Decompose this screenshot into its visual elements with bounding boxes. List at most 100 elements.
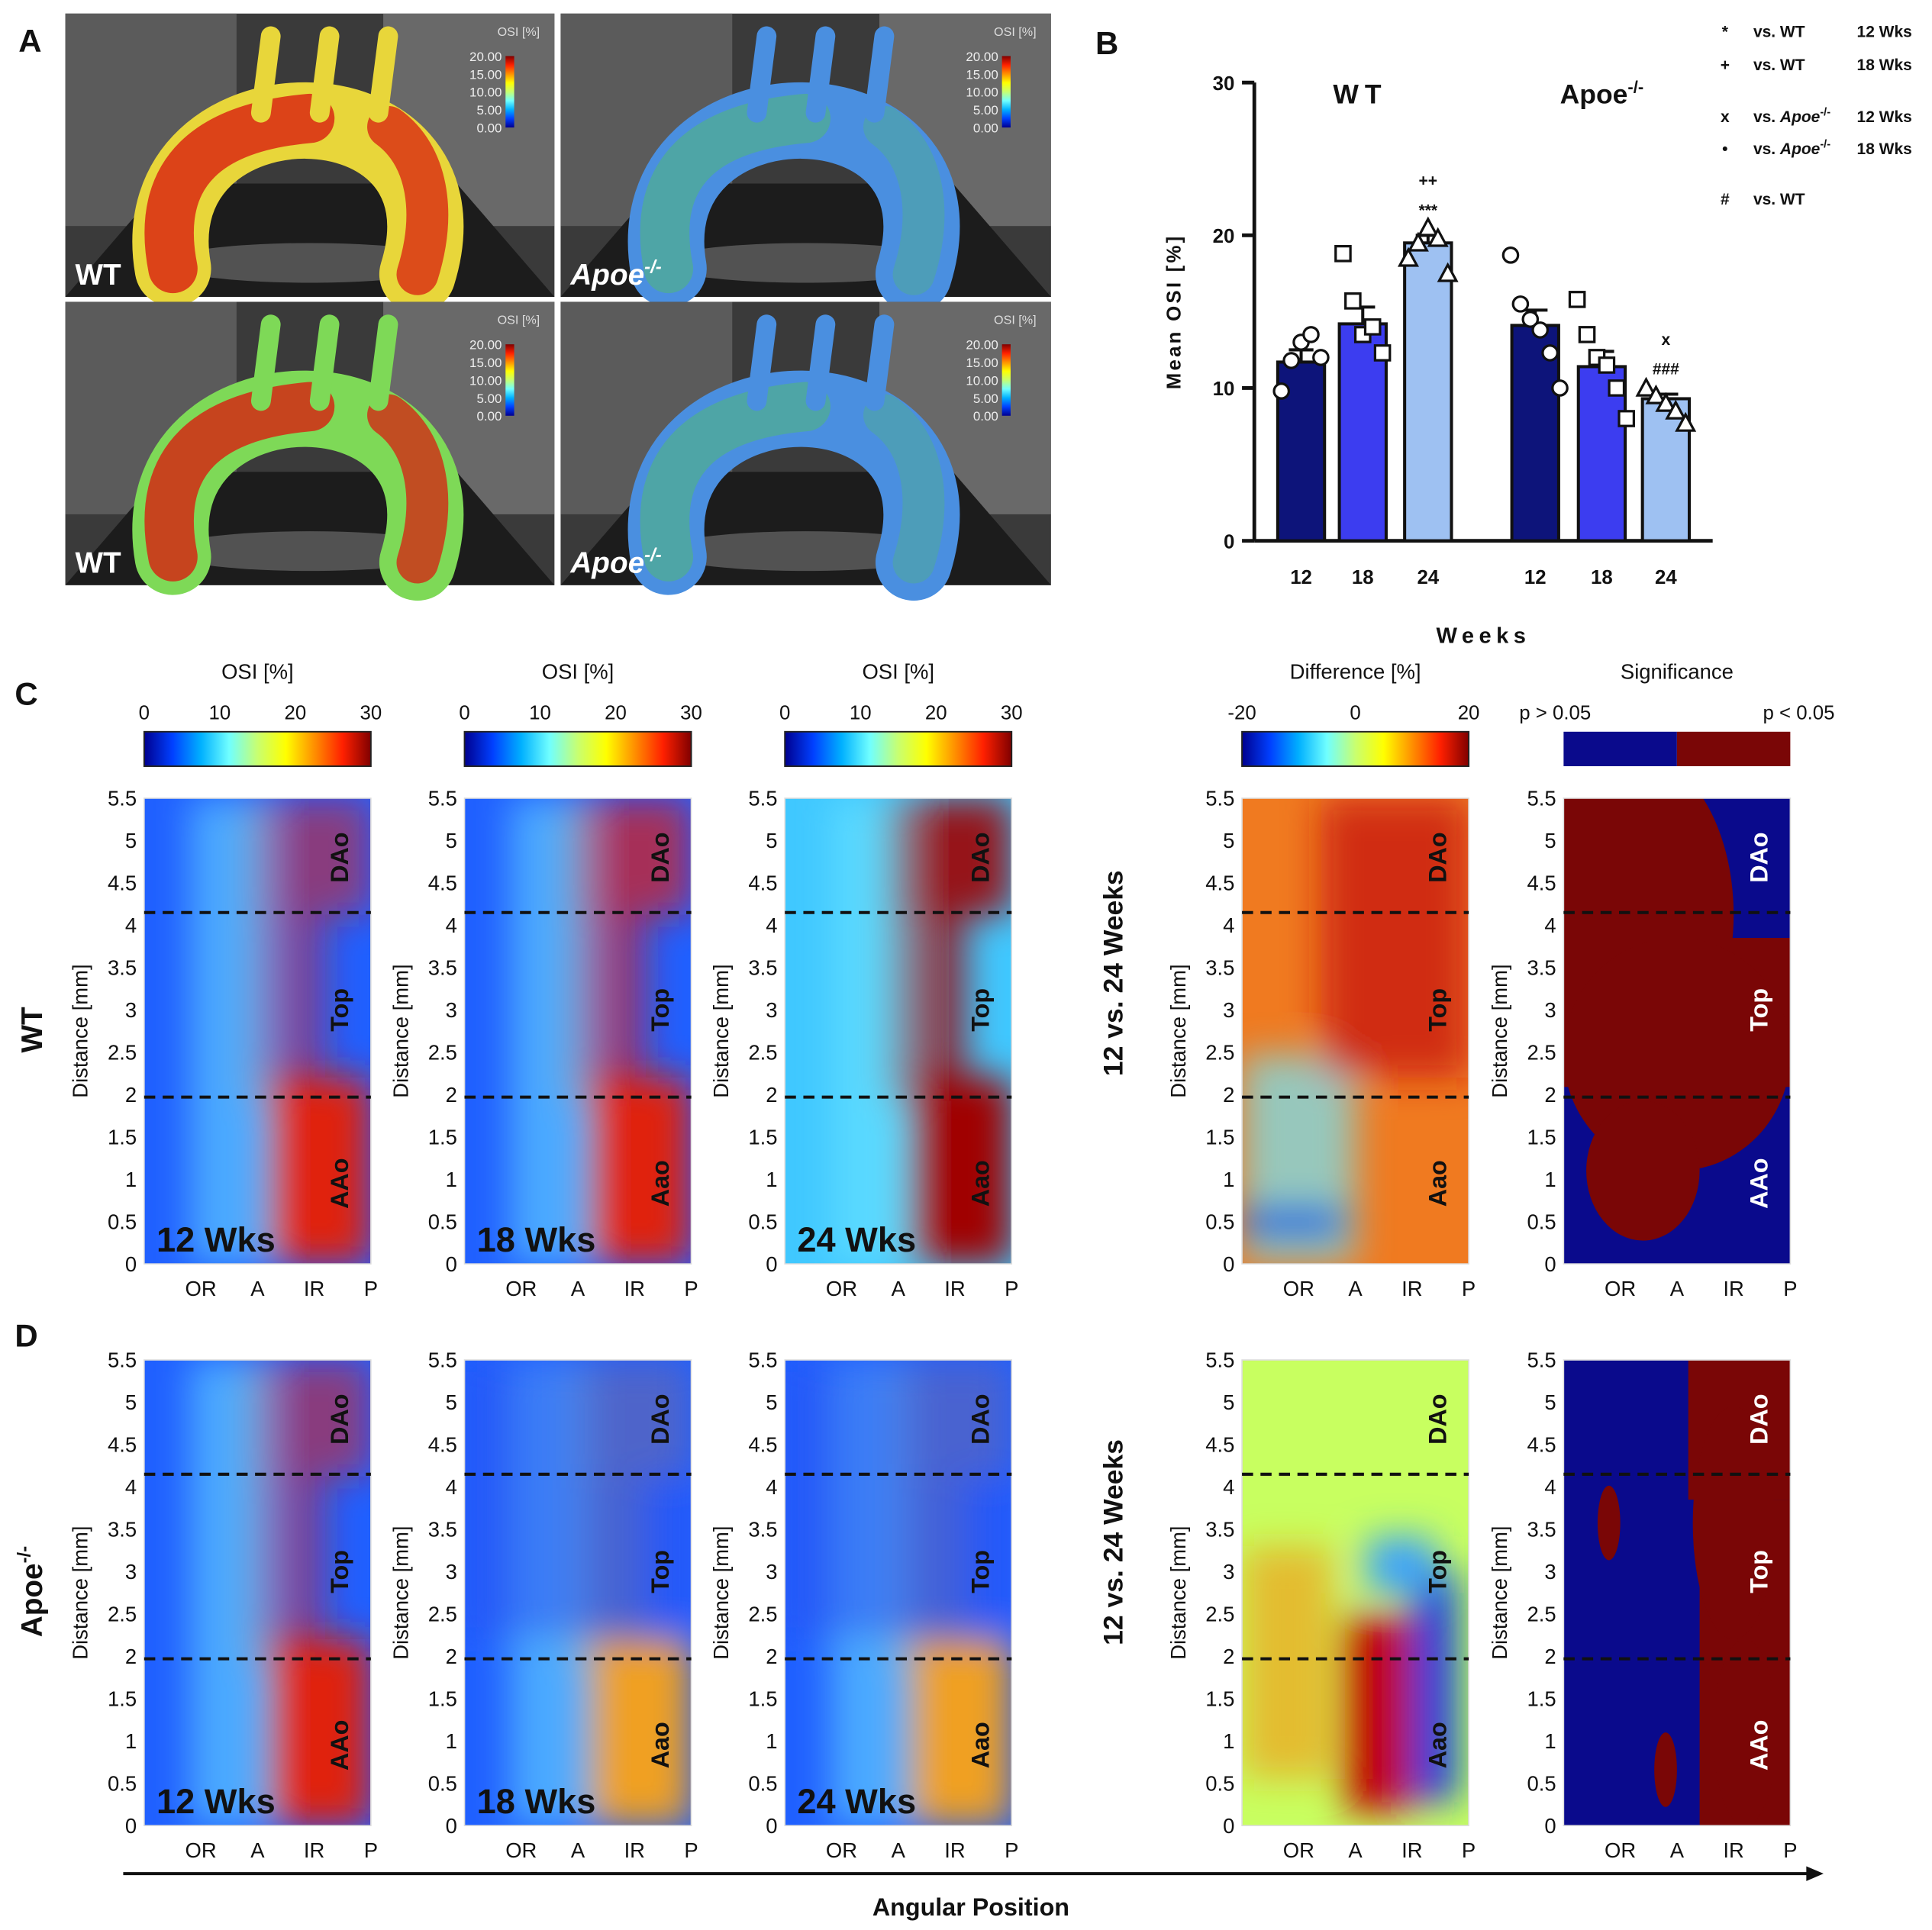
panel-letter-a: A — [18, 23, 41, 59]
heatmap-field — [785, 1360, 1012, 1826]
branch-vessel — [250, 314, 281, 411]
y-axis-label: Distance [mm] — [1166, 964, 1190, 1097]
sig-region — [1597, 1485, 1621, 1561]
y-tick-label: 4.5 — [108, 872, 137, 895]
y-tick-label: 1.5 — [428, 1125, 457, 1149]
x-tick-label: P — [1783, 1838, 1797, 1862]
y-tick-label: 5.5 — [748, 1348, 777, 1372]
field-band — [909, 1639, 1012, 1826]
field-band — [909, 1078, 1012, 1265]
data-point — [1282, 352, 1300, 369]
bar — [1403, 241, 1453, 543]
heatmap-surface — [1242, 797, 1469, 1265]
heatmap-surface — [785, 1360, 1012, 1826]
render-label: WT — [75, 259, 121, 292]
group-title-wt: WT — [1333, 79, 1387, 110]
field-band — [189, 797, 269, 1265]
x-tick-label: A — [892, 1838, 906, 1862]
comparison-label: 12 vs. 24 Weeks — [1098, 1439, 1128, 1645]
colorbar-tick: 20 — [285, 703, 307, 724]
y-tick-label: 2.5 — [108, 1603, 137, 1626]
heatmap: 0 0.5 1 1.5 2 2.5 3 3.5 4 4.5 5 5.5 Distance [mm] OR A… — [1488, 1348, 1797, 1862]
y-tick-label: 5 — [1223, 1390, 1234, 1414]
render-label: Apoe-/- — [569, 256, 661, 291]
group-title-apoe: Apoe-/- — [1560, 77, 1644, 109]
x-tick-label: OR — [505, 1838, 537, 1862]
y-tick-label: 0.5 — [748, 1210, 777, 1233]
heatmap-field — [189, 797, 371, 1265]
y-tick-label: 2 — [1544, 1645, 1556, 1668]
aorta-high-osi — [144, 382, 335, 582]
branch-vessel — [368, 314, 398, 411]
x-tick-label: A — [571, 1838, 585, 1862]
heatmap-frame — [1563, 797, 1792, 1265]
y-tick-label: 2 — [446, 1645, 457, 1668]
y-tick-label: 0 — [1223, 1252, 1234, 1276]
field-band — [589, 1639, 692, 1826]
y-tick-label: 0 — [446, 1814, 457, 1838]
y-tick-label: 3 — [1544, 1560, 1556, 1584]
x-tick-label: A — [1670, 1838, 1685, 1862]
y-tick-label: 3 — [766, 1560, 777, 1584]
colorbar-tick: 30 — [680, 703, 702, 724]
field-band — [269, 1639, 371, 1826]
branch-vessel — [864, 314, 895, 411]
x-tick-label: IR — [1401, 1277, 1422, 1300]
y-tick-label: 2 — [125, 1083, 137, 1107]
render-legend-title: OSI [%] — [498, 25, 540, 39]
x-tick-label: OR — [1605, 1277, 1636, 1300]
x-tick-label: 12 — [1524, 567, 1547, 588]
y-tick-label: 4.5 — [428, 1433, 457, 1457]
aorta-high-osi — [367, 105, 449, 295]
region-label: Aao — [647, 1722, 674, 1768]
heatmap: 0 0.5 1 1.5 2 2.5 3 3.5 4 4.5 5 5.5 Distance [mm] OR A… — [1166, 1348, 1476, 1862]
colorbar-tick: 10 — [529, 703, 551, 724]
y-tick-label: 2.5 — [428, 1603, 457, 1626]
data-point — [1655, 391, 1677, 412]
y-tick-label: 3 — [766, 998, 777, 1022]
y-tick-label: 0 — [766, 1252, 777, 1276]
row-label-wt: WT — [16, 1007, 49, 1053]
y-tick-label: 3.5 — [1205, 956, 1234, 980]
y-axis-label: Distance [mm] — [389, 1526, 412, 1659]
region-label: AAo — [326, 1720, 353, 1771]
x-tick-label: IR — [1401, 1838, 1422, 1862]
y-tick-label: 4 — [766, 1475, 777, 1499]
region-label: DAo — [1424, 1394, 1451, 1445]
branch-vessel — [747, 26, 777, 123]
heatmap-frame — [463, 1359, 692, 1826]
y-tick-label: 2.5 — [748, 1040, 777, 1064]
legend-ref: 12 Wks — [1857, 108, 1912, 126]
colorbar-title: OSI [%] — [221, 659, 294, 683]
render-legend-tick: 20.00 — [966, 338, 998, 353]
field-band — [1321, 797, 1469, 1078]
significance-annotation: ++ — [1419, 172, 1438, 190]
y-tick-label: 3.5 — [748, 956, 777, 980]
y-tick-label: 0 — [1223, 1814, 1234, 1838]
y-axis-label: Distance [mm] — [389, 964, 412, 1097]
y-tick-label: 4.5 — [428, 872, 457, 895]
y-tick-label: 2.5 — [1205, 1040, 1234, 1064]
data-point — [1407, 231, 1429, 252]
data-point — [1302, 326, 1320, 343]
colorbar-tick: 0 — [139, 703, 150, 724]
y-tick-label: 5.5 — [1527, 787, 1556, 810]
render-colorbar — [505, 344, 514, 416]
x-tick-label: OR — [505, 1277, 537, 1300]
data-point — [1363, 318, 1382, 336]
render-label: WT — [75, 547, 121, 580]
heatmap-frame — [784, 797, 1013, 1265]
y-tick-label: 30 — [1213, 73, 1235, 95]
region-label: DAo — [647, 1394, 674, 1445]
y-tick-label: 5.5 — [1205, 1348, 1234, 1372]
y-tick-label: 4.5 — [1527, 872, 1556, 895]
map-week-label: 12 Wks — [156, 1782, 276, 1821]
heatmap: 0 0.5 1 1.5 2 2.5 3 3.5 4 4.5 5 5.5 Distance [mm] OR A… — [69, 1348, 378, 1862]
heatmap: 0 0.5 1 1.5 2 2.5 3 3.5 4 4.5 5 5.5 Distance [mm] OR A… — [1488, 787, 1797, 1300]
y-tick-label: 2.5 — [1527, 1603, 1556, 1626]
y-tick-label: 1.5 — [1527, 1687, 1556, 1710]
y-tick-label: 4 — [446, 913, 457, 937]
x-tick-label: A — [250, 1277, 265, 1300]
x-tick-label: OR — [826, 1277, 857, 1300]
y-tick-label: 4 — [1544, 1475, 1556, 1499]
